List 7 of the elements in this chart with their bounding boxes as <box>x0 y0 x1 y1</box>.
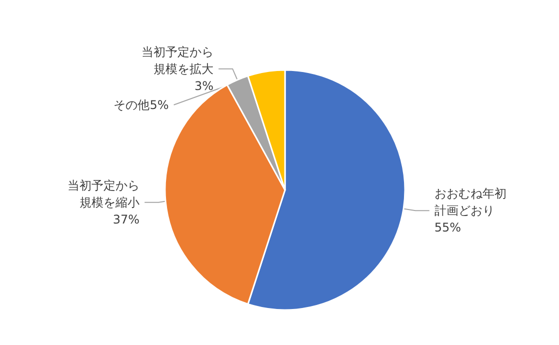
data-label: 37% <box>112 212 140 226</box>
slice-label: 当初予定から規模を縮小 <box>68 178 140 210</box>
data-label: 55% <box>434 220 462 235</box>
slice-label: おおむね年初計画どおり <box>434 186 506 218</box>
data-label: 3% <box>194 78 214 93</box>
slice-label: その他5% <box>114 98 169 112</box>
slice-label: 当初予定から規模を拡大 <box>142 44 214 76</box>
